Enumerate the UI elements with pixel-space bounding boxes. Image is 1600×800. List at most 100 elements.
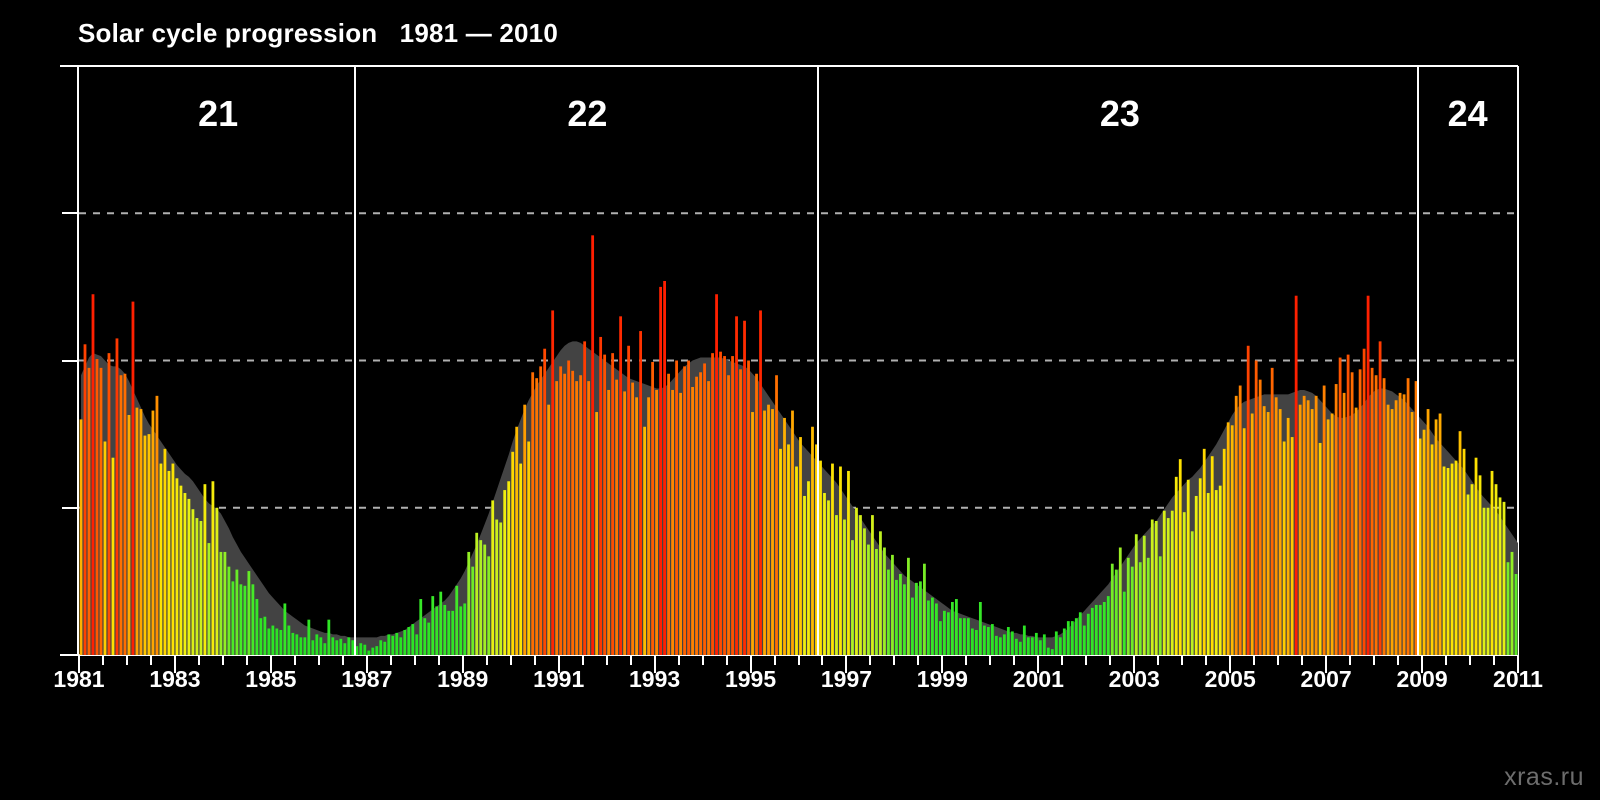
monthly-bar: [623, 391, 627, 655]
monthly-bar: [743, 320, 746, 655]
monthly-bar: [811, 426, 814, 655]
monthly-bar: [543, 348, 547, 655]
monthly-bar: [1482, 507, 1486, 655]
monthly-bar: [111, 457, 115, 655]
monthly-bar: [247, 571, 251, 655]
watermark: xras.ru: [1504, 763, 1584, 791]
monthly-bar: [1042, 634, 1046, 655]
monthly-bar: [467, 551, 471, 655]
x-tick-major-2011: [1517, 656, 1519, 673]
monthly-bar: [463, 603, 467, 655]
monthly-bar: [1162, 510, 1166, 655]
monthly-bar: [415, 634, 419, 655]
monthly-bar: [259, 618, 263, 655]
monthly-bar: [515, 426, 519, 655]
monthly-bar: [978, 601, 982, 655]
monthly-bar: [1214, 490, 1218, 655]
monthly-bar: [235, 569, 239, 655]
monthly-bar: [990, 624, 994, 655]
monthly-bar: [1186, 479, 1190, 655]
monthly-bar: [1166, 518, 1170, 655]
monthly-bar: [115, 338, 119, 655]
x-tick-label-1989: 1989: [437, 666, 489, 692]
monthly-bar: [1330, 413, 1334, 655]
monthly-bar: [191, 509, 195, 655]
monthly-bar: [639, 331, 643, 655]
monthly-bar: [643, 426, 647, 655]
monthly-bar: [223, 551, 227, 655]
monthly-bar: [1410, 412, 1414, 655]
monthly-bar: [1194, 495, 1198, 655]
monthly-bar: [962, 618, 966, 655]
monthly-bar: [1058, 637, 1062, 655]
monthly-bar: [1366, 295, 1370, 655]
x-tick-major-1995: [749, 656, 752, 673]
x-tick-minor: [1349, 656, 1352, 665]
monthly-bar: [1138, 562, 1142, 655]
x-tick-minor: [221, 656, 224, 665]
monthly-bar: [1082, 625, 1086, 655]
monthly-bar: [843, 519, 846, 655]
monthly-bar: [1038, 640, 1042, 655]
monthly-bar: [707, 381, 710, 655]
monthly-bar: [815, 444, 818, 655]
monthly-bar: [675, 360, 678, 655]
monthly-bar: [1006, 627, 1010, 655]
monthly-bar: [879, 531, 882, 655]
monthly-bar: [1278, 409, 1282, 655]
monthly-bar: [471, 566, 475, 655]
monthly-bar: [1046, 647, 1050, 655]
monthly-bar: [459, 606, 463, 655]
monthly-bar: [447, 610, 451, 655]
monthly-bar: [994, 635, 998, 655]
monthly-bar: [183, 493, 187, 655]
plot-area: [79, 66, 1518, 655]
monthly-bar: [703, 363, 706, 655]
y-tick-mark-200: [62, 359, 79, 362]
monthly-bar: [87, 367, 91, 655]
monthly-bar: [1470, 484, 1474, 655]
monthly-bar: [1426, 409, 1430, 655]
monthly-bar: [1502, 501, 1506, 655]
monthly-bar: [135, 407, 139, 655]
monthly-bar: [1018, 641, 1022, 655]
monthly-bar: [1242, 428, 1246, 655]
monthly-bar: [539, 366, 543, 655]
x-tick-minor: [581, 656, 584, 665]
monthly-bar: [1274, 397, 1278, 655]
x-tick-minor: [245, 656, 248, 665]
x-tick-minor: [413, 656, 416, 665]
monthly-bar: [455, 585, 459, 655]
monthly-bar: [1222, 448, 1226, 655]
monthly-bar: [1450, 463, 1454, 655]
monthly-bar: [1062, 628, 1066, 655]
monthly-bar: [403, 629, 407, 655]
monthly-bar: [475, 532, 479, 655]
x-tick-label-1985: 1985: [245, 666, 297, 692]
monthly-bar: [1002, 634, 1006, 655]
monthly-bar: [1022, 625, 1026, 655]
x-tick-major-2009: [1421, 656, 1424, 673]
monthly-bar: [1010, 631, 1014, 655]
x-tick-minor: [1061, 656, 1064, 665]
monthly-bar: [715, 294, 718, 655]
x-tick-minor: [437, 656, 440, 665]
monthly-bar: [443, 604, 447, 655]
monthly-bar: [243, 585, 247, 655]
x-tick-minor: [1157, 656, 1160, 665]
monthly-bar: [1346, 354, 1350, 655]
monthly-bar: [439, 591, 443, 655]
monthly-bar: [363, 644, 367, 655]
monthly-bar: [615, 379, 619, 655]
monthly-bar: [1258, 379, 1262, 655]
monthly-bar: [95, 359, 99, 655]
monthly-bar: [523, 404, 527, 655]
monthly-bar: [323, 643, 327, 655]
monthly-bar: [1326, 419, 1330, 655]
monthly-bar: [1434, 419, 1438, 655]
monthly-bar: [239, 584, 243, 655]
monthly-bar: [1282, 441, 1286, 655]
x-tick-major-1987: [365, 656, 368, 673]
